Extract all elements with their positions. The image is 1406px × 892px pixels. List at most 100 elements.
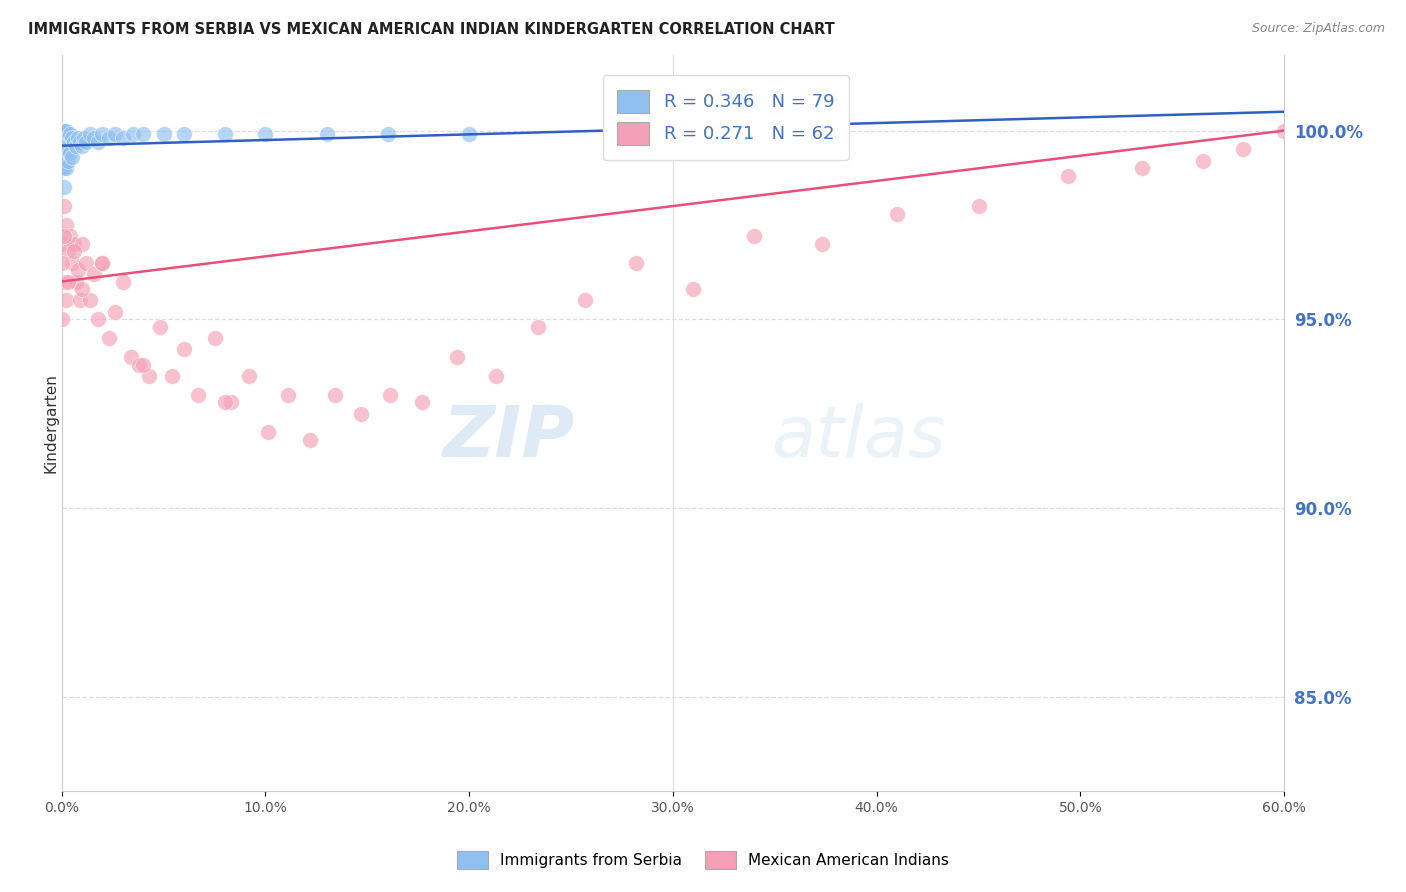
Point	[574, 293, 596, 308]
Point	[59, 146, 82, 161]
Point	[219, 395, 242, 409]
Point	[56, 244, 79, 259]
Text: Source: ZipAtlas.com: Source: ZipAtlas.com	[1251, 22, 1385, 36]
Point	[51, 123, 73, 137]
Point	[378, 387, 401, 401]
Point	[59, 128, 82, 142]
Text: ZIP: ZIP	[443, 403, 575, 472]
Point	[485, 368, 508, 383]
Point	[315, 128, 337, 142]
Point	[55, 161, 77, 176]
Point	[51, 123, 73, 137]
Point	[51, 123, 73, 137]
Point	[160, 368, 183, 383]
Point	[682, 282, 704, 296]
Point	[238, 368, 260, 383]
Point	[51, 123, 73, 137]
Point	[277, 387, 299, 401]
Point	[79, 128, 101, 142]
Point	[65, 275, 87, 289]
Point	[51, 161, 73, 176]
Point	[91, 255, 114, 269]
Point	[51, 123, 73, 137]
Point	[132, 358, 155, 372]
Legend: R = 0.346   N = 79, R = 0.271   N = 62: R = 0.346 N = 79, R = 0.271 N = 62	[603, 75, 849, 160]
Point	[51, 123, 73, 137]
Point	[527, 319, 550, 334]
Point	[87, 312, 110, 326]
Point	[52, 123, 75, 137]
Point	[187, 387, 209, 401]
Point	[52, 180, 75, 194]
Point	[51, 123, 73, 137]
Point	[91, 128, 114, 142]
Point	[51, 123, 73, 137]
Point	[52, 275, 75, 289]
Point	[52, 143, 75, 157]
Point	[120, 350, 142, 364]
Point	[70, 138, 93, 153]
Point	[52, 123, 75, 137]
Point	[60, 150, 83, 164]
Point	[377, 128, 399, 142]
Point	[138, 368, 160, 383]
Point	[173, 128, 195, 142]
Point	[350, 407, 373, 421]
Point	[51, 123, 73, 137]
Point	[52, 161, 75, 176]
Point	[51, 123, 73, 137]
Point	[56, 275, 79, 289]
Point	[886, 206, 908, 220]
Point	[51, 123, 73, 137]
Point	[55, 293, 77, 308]
Point	[1057, 169, 1080, 183]
Point	[65, 138, 87, 153]
Point	[83, 131, 105, 145]
Point	[59, 229, 82, 244]
Point	[51, 123, 73, 137]
Legend: Immigrants from Serbia, Mexican American Indians: Immigrants from Serbia, Mexican American…	[451, 845, 955, 875]
Point	[458, 128, 481, 142]
Text: IMMIGRANTS FROM SERBIA VS MEXICAN AMERICAN INDIAN KINDERGARTEN CORRELATION CHART: IMMIGRANTS FROM SERBIA VS MEXICAN AMERIC…	[28, 22, 835, 37]
Point	[128, 358, 150, 372]
Point	[51, 123, 73, 137]
Point	[51, 123, 73, 137]
Point	[173, 343, 195, 357]
Point	[51, 123, 73, 137]
Point	[66, 263, 89, 277]
Point	[52, 123, 75, 137]
Point	[51, 123, 73, 137]
Point	[51, 123, 73, 137]
Point	[446, 350, 468, 364]
Point	[87, 135, 110, 149]
Point	[1130, 161, 1153, 176]
Point	[52, 123, 75, 137]
Y-axis label: Kindergarten: Kindergarten	[44, 373, 58, 473]
Point	[323, 387, 346, 401]
Point	[51, 123, 73, 137]
Point	[51, 123, 73, 137]
Point	[148, 319, 170, 334]
Point	[1191, 153, 1213, 168]
Point	[63, 244, 86, 259]
Point	[60, 255, 83, 269]
Point	[1272, 123, 1295, 137]
Point	[104, 304, 127, 318]
Point	[204, 331, 226, 345]
Point	[70, 282, 93, 296]
Point	[91, 255, 114, 269]
Point	[56, 153, 79, 168]
Point	[69, 293, 91, 308]
Point	[73, 131, 96, 145]
Point	[51, 123, 73, 137]
Point	[63, 135, 86, 149]
Point	[51, 123, 73, 137]
Point	[51, 123, 73, 137]
Point	[60, 131, 83, 145]
Point	[626, 255, 648, 269]
Point	[51, 123, 73, 137]
Point	[51, 123, 73, 137]
Point	[122, 128, 145, 142]
Point	[51, 236, 73, 251]
Point	[69, 135, 91, 149]
